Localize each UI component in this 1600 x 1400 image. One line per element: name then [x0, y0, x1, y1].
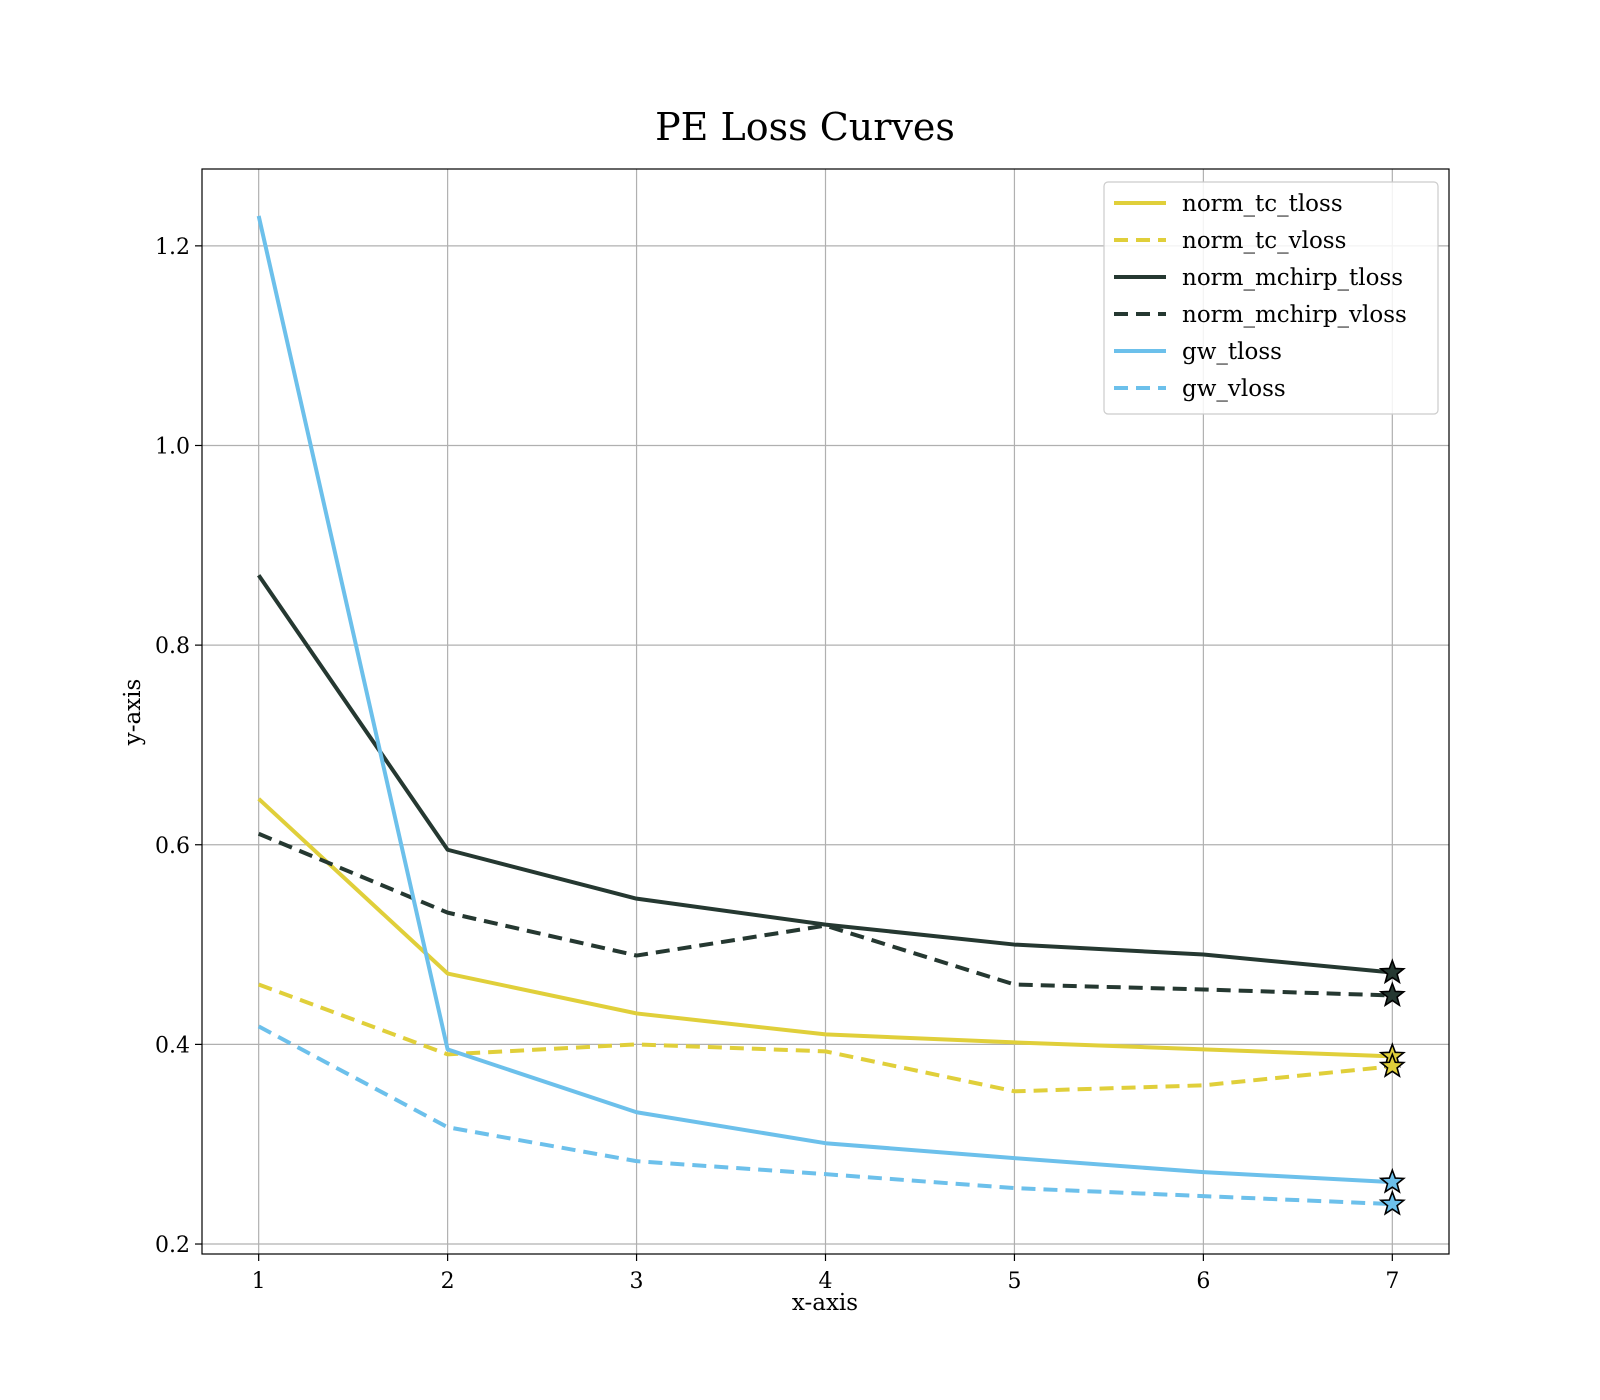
x-axis-label: x-axis	[792, 1290, 858, 1316]
final-point-star-norm-mchirp-vloss	[1378, 981, 1406, 1008]
final-point-star-gw-vloss	[1378, 1189, 1406, 1216]
legend-label: norm_mchirp_vloss	[1182, 302, 1407, 328]
x-tick-label: 2	[441, 1269, 455, 1294]
x-tick-label: 5	[1007, 1269, 1021, 1294]
chart-title: PE Loss Curves	[655, 105, 955, 149]
legend-label: norm_tc_vloss	[1182, 228, 1346, 254]
y-tick-label: 0.4	[155, 1033, 190, 1058]
series-line-norm-tc-vloss	[257, 982, 1393, 1094]
series-line-gw-vloss	[257, 1024, 1393, 1207]
series-line-norm-mchirp-vloss	[257, 831, 1393, 998]
legend: norm_tc_tloss norm_tc_vloss norm_mchirp_tl…	[1103, 181, 1439, 415]
x-tick-label: 1	[252, 1269, 266, 1294]
x-tick-label: 7	[1385, 1269, 1399, 1294]
y-tick-label: 1.2	[155, 235, 190, 260]
legend-label: gw_vloss	[1182, 376, 1286, 402]
y-tick-label: 1.0	[155, 434, 190, 459]
series-line-norm-tc-tloss	[257, 797, 1393, 1059]
y-axis-label: y-axis	[120, 679, 146, 747]
y-tick-label: 0.8	[155, 634, 190, 659]
x-tick-label: 4	[819, 1269, 833, 1294]
x-tick-label: 3	[630, 1269, 644, 1294]
y-axis-ticks: 0.2 0.4 0.6 0.8 1.0 1.2	[155, 235, 202, 1258]
final-point-star-norm-tc-vloss	[1378, 1052, 1406, 1078]
series-line-gw-tloss	[256, 215, 1393, 1185]
series-line-norm-mchirp-tloss	[257, 574, 1393, 975]
final-point-markers	[1378, 958, 1406, 1216]
x-axis-ticks: 1 2 3 4 5 6 7	[252, 1254, 1399, 1294]
legend-label: norm_tc_tloss	[1182, 191, 1343, 217]
series-lines	[256, 215, 1393, 1207]
y-tick-label: 0.6	[155, 834, 190, 859]
legend-label: gw_tloss	[1182, 339, 1282, 365]
x-tick-label: 6	[1196, 1269, 1210, 1294]
final-point-star-norm-mchirp-tloss	[1378, 958, 1406, 985]
legend-label: norm_mchirp_tloss	[1182, 265, 1403, 291]
final-point-star-gw-tloss	[1378, 1167, 1406, 1194]
y-tick-label: 0.2	[155, 1233, 190, 1258]
legend-box	[1103, 181, 1439, 415]
